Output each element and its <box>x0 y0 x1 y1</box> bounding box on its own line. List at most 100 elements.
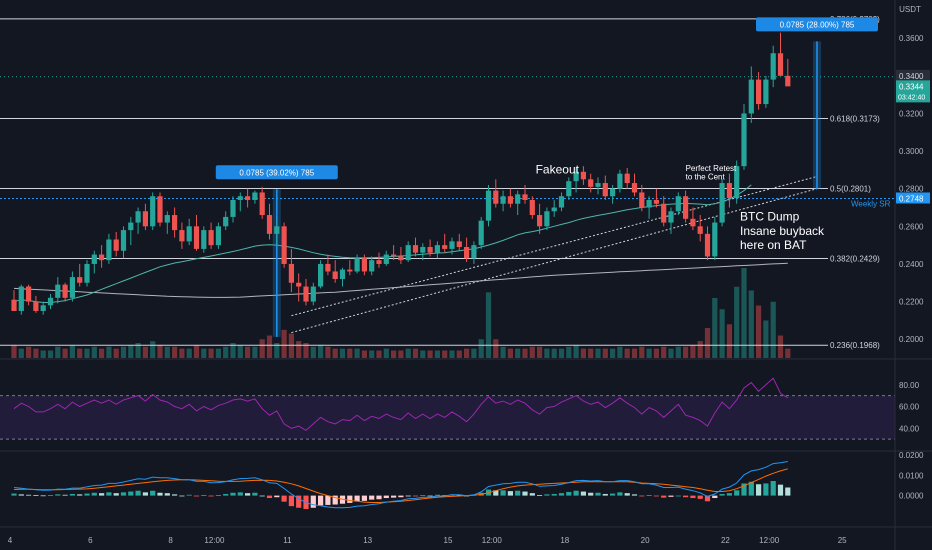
price-tick-label: 0.3600 <box>899 34 924 43</box>
macd-histogram-bar <box>668 495 674 497</box>
macd-histogram-bar <box>661 495 667 498</box>
macd-histogram-bar <box>77 494 83 496</box>
volume-bar <box>47 350 54 358</box>
volume-bar <box>412 348 419 358</box>
candle-body <box>288 263 294 283</box>
macd-histogram-bar <box>215 495 221 496</box>
candle-body <box>237 196 243 200</box>
volume-bar <box>566 346 572 358</box>
volume-bar <box>354 348 360 358</box>
macd-pane[interactable] <box>11 461 791 509</box>
volume-bar <box>471 348 477 358</box>
macd-tick-label: 0.0000 <box>899 492 924 501</box>
macd-histogram-bar <box>756 484 762 496</box>
weekly-sr-label: Weekly SR <box>851 199 891 208</box>
annotation-layer: 0.786(0.3703)0.618(0.3173)0.5(0.2801)0.3… <box>215 15 891 350</box>
candle-body <box>478 220 484 246</box>
candle-body <box>427 247 433 253</box>
price-pane[interactable] <box>0 18 895 358</box>
macd-histogram-bar <box>588 492 594 496</box>
macd-histogram-bar <box>544 494 550 496</box>
candle-body <box>376 260 382 264</box>
candle-body <box>398 256 404 261</box>
volume-bar <box>741 268 747 358</box>
volume-bar <box>208 348 214 358</box>
volume-bar <box>683 346 689 358</box>
volume-bar <box>442 350 448 358</box>
macd-histogram-bar <box>734 490 740 496</box>
macd-histogram-bar <box>164 493 170 496</box>
macd-histogram-bar <box>500 490 506 496</box>
candle-body <box>500 196 506 204</box>
volume-bar <box>142 346 148 358</box>
volume-bar <box>653 348 659 358</box>
volume-bar <box>675 346 681 358</box>
volume-bar <box>756 305 762 358</box>
candle-body <box>84 263 90 283</box>
volume-bar <box>303 343 309 358</box>
macd-histogram-bar <box>354 495 360 502</box>
macd-histogram-bar <box>11 493 17 496</box>
measure-label-box <box>756 17 878 32</box>
volume-bar <box>434 350 440 358</box>
candle-body <box>62 284 68 298</box>
volume-bar <box>18 348 24 358</box>
macd-signal-line <box>13 468 788 503</box>
candle-body <box>734 166 740 199</box>
chart-annotation: Insane buyback <box>740 224 825 238</box>
candle-body <box>464 247 470 259</box>
macd-histogram-bar <box>55 494 61 496</box>
candle-body <box>296 282 302 287</box>
volume-bar <box>624 348 630 358</box>
macd-histogram-bar <box>266 495 273 499</box>
volume-bar <box>40 350 46 358</box>
volume-bar <box>610 348 616 358</box>
time-tick-label: 11 <box>283 536 292 545</box>
volume-bar <box>193 344 200 358</box>
volume-bar <box>172 346 178 358</box>
volume-bar <box>215 348 221 358</box>
volume-bar <box>383 348 389 358</box>
rsi-pane[interactable] <box>0 377 895 440</box>
volume-bar <box>537 346 543 358</box>
candle-body <box>434 245 440 253</box>
volume-bar <box>84 348 90 358</box>
volume-bar <box>595 348 601 358</box>
macd-histogram-bar <box>208 495 214 497</box>
macd-histogram-bar <box>62 494 68 496</box>
macd-histogram-bar <box>252 492 258 496</box>
time-tick-label: 20 <box>641 536 650 545</box>
macd-histogram-bar <box>40 495 46 497</box>
macd-histogram-bar <box>741 483 747 496</box>
candle-body <box>215 226 221 246</box>
macd-histogram-bar <box>493 490 499 496</box>
candle-body <box>653 199 659 204</box>
macd-histogram-bar <box>106 492 112 496</box>
macd-histogram-bar <box>697 495 703 499</box>
volume-bar <box>77 348 83 358</box>
volume-bar <box>478 339 484 358</box>
candle-body <box>551 207 557 212</box>
candle-body <box>172 215 178 231</box>
candle-body <box>544 211 550 227</box>
candle-body <box>208 230 214 246</box>
macd-histogram-bar <box>551 493 557 496</box>
volume-bar <box>332 348 338 358</box>
macd-histogram-bar <box>84 493 90 496</box>
candle-body <box>99 254 105 261</box>
candle-body <box>529 199 535 216</box>
macd-histogram-bar <box>237 492 243 496</box>
chart-annotation: BTC Dump <box>740 210 800 224</box>
volume-bar <box>763 320 769 358</box>
candle-body <box>573 171 579 182</box>
chart-annotation: here on BAT <box>740 238 807 252</box>
macd-histogram-bar <box>33 495 39 496</box>
candle-body <box>456 241 462 248</box>
macd-histogram-bar <box>537 495 543 496</box>
macd-histogram-bar <box>434 494 440 496</box>
volume-bar <box>449 350 455 358</box>
volume-bar <box>573 344 579 358</box>
time-tick-label: 22 <box>721 536 730 545</box>
macd-histogram-bar <box>69 493 75 496</box>
